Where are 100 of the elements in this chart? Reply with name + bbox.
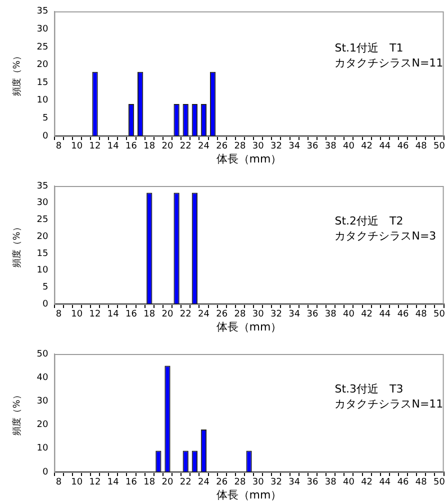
- x-tick-label: 30: [252, 478, 264, 488]
- x-tick-label: 32: [270, 478, 282, 488]
- y-tick-label: 50: [36, 349, 49, 360]
- x-tick-label: 42: [361, 478, 373, 488]
- x-tick-label: 48: [415, 478, 428, 488]
- x-tick-label: 22: [180, 142, 192, 152]
- annotation: カタクチシラスN=11: [334, 56, 444, 70]
- y-tick-label: 10: [36, 444, 49, 454]
- x-tick-label: 12: [89, 478, 101, 488]
- y-tick-label: 25: [36, 42, 48, 52]
- x-tick-label: 32: [270, 310, 282, 320]
- x-tick-label: 40: [342, 310, 355, 320]
- x-tick-label: 12: [89, 310, 101, 320]
- y-tick-label: 0: [42, 131, 49, 142]
- y-tick-label: 10: [36, 266, 49, 276]
- y-tick-label: 35: [36, 181, 48, 192]
- x-tick-label: 46: [397, 478, 410, 488]
- y-tick-label: 20: [36, 420, 49, 430]
- annotation: カタクチシラスN=3: [334, 229, 436, 242]
- annotation: St.3付近 T3: [334, 382, 404, 396]
- y-tick-label: 35: [36, 6, 48, 17]
- x-tick-label: 40: [342, 142, 355, 152]
- x-tick-label: 12: [89, 142, 101, 152]
- y-tick-label: 15: [36, 248, 48, 259]
- x-tick-label: 46: [397, 310, 410, 320]
- x-tick-label: 16: [126, 478, 138, 488]
- x-tick-label: 22: [180, 478, 192, 488]
- y-tick-label: 0: [42, 467, 49, 478]
- annotation: St.1付近 T1: [334, 42, 404, 55]
- x-tick-label: 30: [252, 310, 264, 320]
- x-tick-label: 8: [56, 142, 62, 152]
- x-tick-label: 44: [379, 142, 391, 152]
- x-tick-label: 24: [198, 478, 210, 488]
- x-tick-label: 38: [324, 310, 337, 320]
- x-axis-title: 体長（mm）: [216, 488, 282, 502]
- y-tick-label: 0: [42, 299, 49, 310]
- x-tick-label: 20: [162, 142, 174, 152]
- y-tick-label: 40: [36, 372, 49, 383]
- x-tick-label: 18: [144, 310, 156, 320]
- x-tick-label: 10: [71, 310, 83, 320]
- x-axis-title: 体長（mm）: [216, 320, 282, 334]
- y-tick-label: 5: [42, 282, 48, 292]
- y-tick-label: 10: [36, 96, 49, 106]
- x-tick-label: 10: [71, 478, 83, 488]
- annotation: St.2付近 T2: [334, 214, 404, 228]
- x-tick-label: 8: [56, 478, 62, 488]
- x-tick-label: 36: [306, 310, 318, 320]
- x-tick-label: 42: [361, 310, 373, 320]
- x-tick-label: 16: [126, 310, 138, 320]
- x-tick-label: 22: [180, 310, 192, 320]
- x-tick-label: 30: [252, 142, 264, 152]
- y-tick-label: 30: [36, 396, 49, 407]
- x-tick-label: 38: [324, 478, 337, 488]
- y-tick-label: 25: [36, 215, 48, 226]
- x-tick-label: 14: [107, 478, 120, 488]
- y-axis-title: 頻度（%）: [12, 390, 23, 436]
- x-tick-label: 34: [288, 142, 300, 152]
- x-tick-label: 38: [324, 142, 337, 152]
- y-tick-label: 5: [42, 114, 48, 124]
- x-tick-label: 28: [234, 310, 246, 320]
- x-tick-label: 50: [434, 310, 446, 320]
- y-tick-label: 30: [36, 24, 49, 35]
- x-tick-label: 50: [434, 142, 446, 152]
- x-tick-label: 28: [234, 142, 246, 152]
- y-tick-label: 15: [36, 78, 48, 88]
- x-tick-label: 18: [144, 142, 156, 152]
- x-tick-label: 14: [107, 310, 120, 320]
- x-tick-label: 16: [126, 142, 138, 152]
- x-tick-label: 20: [162, 478, 174, 488]
- x-tick-label: 40: [342, 478, 355, 488]
- x-tick-label: 36: [306, 142, 318, 152]
- x-tick-label: 26: [216, 478, 228, 488]
- x-tick-label: 46: [397, 142, 410, 152]
- x-tick-label: 18: [144, 478, 156, 488]
- x-tick-label: 32: [270, 142, 282, 152]
- x-tick-label: 48: [415, 142, 428, 152]
- x-tick-label: 44: [379, 478, 391, 488]
- x-axis-title: 体長（mm）: [216, 152, 282, 166]
- x-tick-label: 50: [434, 478, 446, 488]
- annotation: カタクチシラスN=11: [334, 397, 444, 410]
- x-tick-label: 26: [216, 310, 228, 320]
- x-tick-label: 24: [198, 142, 210, 152]
- y-tick-label: 20: [36, 232, 49, 242]
- x-tick-label: 8: [56, 310, 62, 320]
- x-tick-label: 28: [234, 478, 246, 488]
- x-tick-label: 48: [415, 310, 428, 320]
- x-tick-label: 34: [288, 310, 300, 320]
- x-tick-label: 26: [216, 142, 228, 152]
- x-tick-label: 44: [379, 310, 391, 320]
- y-axis-title: 頻度（%）: [12, 51, 23, 96]
- x-tick-label: 42: [361, 142, 373, 152]
- x-tick-label: 10: [71, 142, 83, 152]
- x-tick-label: 36: [306, 478, 318, 488]
- x-tick-label: 20: [162, 310, 174, 320]
- y-tick-label: 30: [36, 198, 49, 208]
- x-tick-label: 34: [288, 478, 300, 488]
- x-tick-label: 24: [198, 310, 210, 320]
- y-tick-label: 20: [36, 60, 49, 70]
- y-axis-title: 頻度（%）: [12, 222, 23, 268]
- x-tick-label: 14: [107, 142, 120, 152]
